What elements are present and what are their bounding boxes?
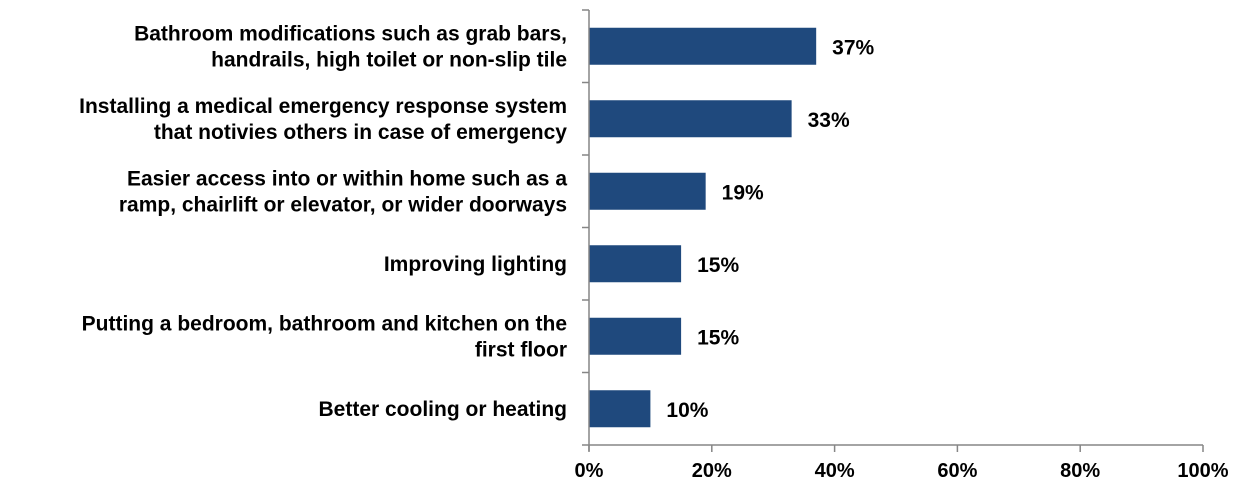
category-label-line: that notivies others in case of emergenc… — [154, 121, 567, 144]
category-label-4: Improving lighting — [384, 253, 567, 276]
x-tick-label: 60% — [937, 460, 977, 482]
value-label-4: 15% — [697, 254, 739, 277]
bar-4 — [589, 245, 682, 283]
category-label-1: Bathroom modifications such as grab bars… — [134, 22, 567, 71]
category-label-line: Better cooling or heating — [318, 398, 567, 421]
value-label-3: 19% — [722, 181, 764, 204]
value-label-6: 10% — [666, 399, 708, 422]
x-tick-label: 20% — [692, 460, 732, 482]
value-label-2: 33% — [808, 109, 850, 132]
category-label-line: Bathroom modifications such as grab bars… — [134, 22, 567, 45]
category-label-line: first floor — [475, 338, 567, 361]
x-tick-label: 40% — [815, 460, 855, 482]
category-label-6: Better cooling or heating — [318, 398, 567, 421]
category-label-2: Installing a medical emergency response … — [79, 95, 567, 144]
category-label-3: Easier access into or within home such a… — [119, 167, 567, 216]
category-label-line: Improving lighting — [384, 253, 567, 276]
x-tick-label: 0% — [575, 460, 604, 482]
bar-2 — [589, 100, 792, 138]
bar-5 — [589, 317, 682, 355]
value-label-1: 37% — [832, 36, 874, 59]
category-label-line: ramp, chairlift or elevator, or wider do… — [119, 193, 567, 216]
category-label-line: handrails, high toilet or non-slip tile — [211, 48, 567, 71]
x-tick-label: 100% — [1177, 460, 1228, 482]
bar-6 — [589, 390, 651, 428]
bar-1 — [589, 27, 817, 65]
category-label-line: Installing a medical emergency response … — [79, 95, 567, 118]
category-label-5: Putting a bedroom, bathroom and kitchen … — [82, 312, 567, 361]
category-label-line: Putting a bedroom, bathroom and kitchen … — [82, 312, 567, 335]
x-tick-label: 80% — [1060, 460, 1100, 482]
category-label-line: Easier access into or within home such a… — [127, 167, 567, 190]
bar-3 — [589, 172, 706, 210]
value-label-5: 15% — [697, 326, 739, 349]
